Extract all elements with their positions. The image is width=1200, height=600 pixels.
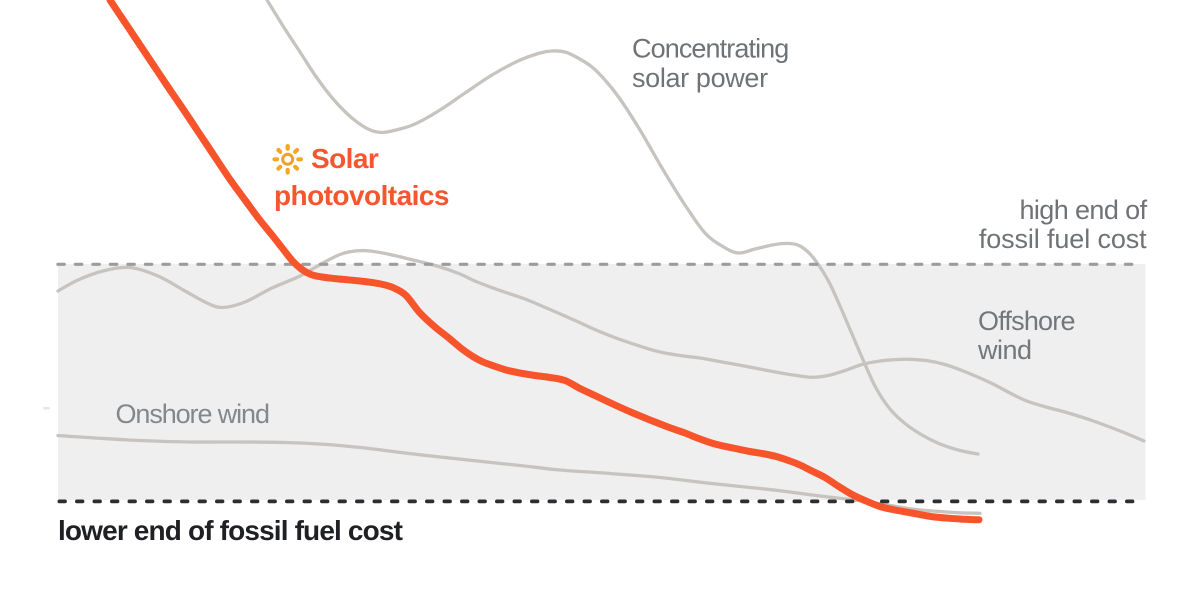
svg-text:Onshore wind: Onshore wind (116, 399, 269, 429)
svg-text:Solar: Solar (311, 143, 379, 174)
svg-text:high end of: high end of (1019, 195, 1147, 225)
svg-text:wind: wind (977, 335, 1032, 365)
svg-text:Concentrating: Concentrating (632, 34, 788, 64)
svg-text:lower end of fossil fuel cost: lower end of fossil fuel cost (58, 515, 403, 546)
svg-text:Offshore: Offshore (978, 306, 1075, 336)
svg-text:solar power: solar power (632, 63, 768, 93)
svg-text:photovoltaics: photovoltaics (274, 180, 449, 211)
svg-text:fossil fuel cost: fossil fuel cost (979, 224, 1147, 254)
